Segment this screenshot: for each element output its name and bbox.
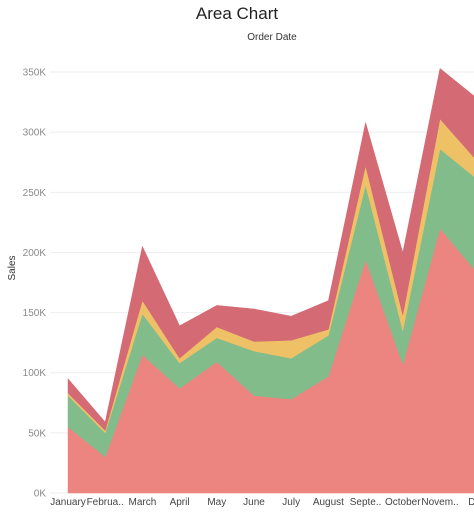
x-tick-label: Februa.. [87,497,124,508]
y-tick-label: 150K [23,308,47,319]
area-series-4 [67,67,474,431]
x-axis-ticks: January Februa.. March April May June July Augu… [50,497,474,508]
x-tick-label: Dec [468,497,474,508]
y-tick-label: 100K [23,368,47,379]
x-tick-label: May [207,497,226,508]
x-tick-label: Septe.. [350,497,382,508]
x-tick-label: August [313,497,344,508]
area-series-group [67,67,474,494]
y-tick-label: 200K [23,248,47,259]
x-tick-label: Novem.. [421,497,458,508]
y-axis-label: Sales [7,255,18,280]
y-tick-label: 350K [23,68,47,79]
y-tick-label: 250K [23,188,47,199]
y-tick-label: 0K [34,489,47,500]
y-tick-label: 50K [28,428,46,439]
x-tick-label: July [282,497,300,508]
x-tick-label: April [170,497,190,508]
x-tick-label: January [50,497,86,508]
x-tick-label: October [385,497,421,508]
chart-title: Area Chart [195,4,279,23]
y-axis-ticks: 0K 50K 100K 150K 200K 250K 300K 350K [23,68,47,500]
y-tick-label: 300K [23,128,47,139]
x-tick-label: June [243,497,265,508]
x-axis-header: Order Date [247,32,297,43]
x-tick-label: March [129,497,157,508]
